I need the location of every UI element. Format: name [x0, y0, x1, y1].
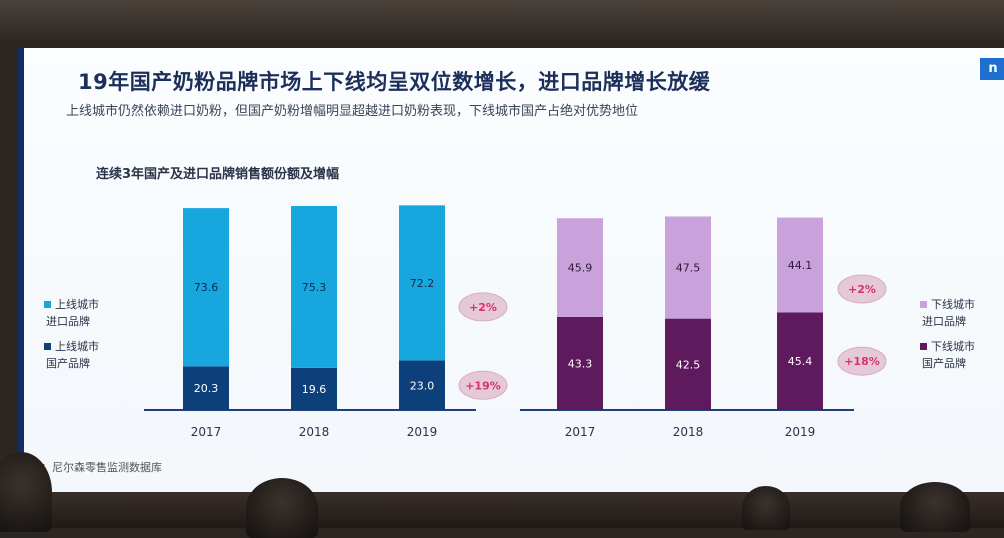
audience-head-right: [742, 486, 790, 530]
chart2-bar-domestic-2019: [777, 312, 823, 410]
chart1-x-tick-2018: 2018: [299, 425, 330, 439]
chart1-label-domestic-2019: 23.0: [410, 379, 435, 392]
chart2-bar-domestic-2018: [665, 318, 711, 410]
chart2-legend-line1-imported: 下线城市: [931, 297, 975, 311]
chart2-growth-badge-text-domestic: +18%: [844, 355, 880, 368]
chart2-x-tick-2019: 2019: [785, 425, 816, 439]
chart2-growth-badge-text-imported: +2%: [848, 283, 876, 296]
chart2-bar-imported-2017: [557, 218, 603, 317]
chart1-legend-line2-imported: 进口品牌: [46, 314, 90, 328]
chart1-label-domestic-2018: 19.6: [302, 383, 327, 396]
chart2-legend-line2-domestic: 国产品牌: [922, 356, 966, 370]
chart2-x-tick-2018: 2018: [673, 425, 704, 439]
chart2-x-tick-2017: 2017: [565, 425, 596, 439]
chart1-legend-line1-imported: 上线城市: [55, 297, 99, 311]
chart1-label-imported-2017: 73.6: [194, 281, 219, 294]
chart-heading: 连续3年国产及进口品牌销售额份额及增幅: [96, 167, 340, 182]
slide-subtitle: 上线城市仍然依赖进口奶粉，但国产奶粉增幅明显超越进口奶粉表现，下线城市国产占绝对…: [66, 104, 639, 119]
chart1-bar-domestic-2019: [399, 360, 445, 410]
chart2-label-imported-2018: 47.5: [676, 262, 701, 275]
chart1-growth-badge-text-imported: +2%: [469, 301, 497, 314]
chart2-label-domestic-2017: 43.3: [568, 357, 593, 370]
chart1-growth-badge-text-domestic: +19%: [465, 379, 501, 392]
chart1-x-tick-2017: 2017: [191, 425, 222, 439]
chart2-growth-badge-imported: [837, 274, 887, 304]
audience-area: [0, 492, 1004, 528]
audience-head-far-right: [900, 482, 970, 532]
chart1-growth-badge-domestic: [458, 370, 508, 400]
chart1-bar-imported-2019: [399, 205, 445, 361]
slide-title: 19年国产奶粉品牌市场上下线均呈双位数增长，进口品牌增长放缓: [78, 70, 711, 94]
chart1-bar-domestic-2017: [183, 366, 229, 410]
audience-head-center: [246, 478, 318, 538]
chart2-label-domestic-2019: 45.4: [788, 355, 813, 368]
room-ceiling: [0, 0, 1004, 40]
chart1-x-tick-2019: 2019: [407, 425, 438, 439]
audience-head-left: [0, 452, 52, 532]
nielsen-logo: n: [980, 58, 1004, 80]
chart1-bar-domestic-2018: [291, 367, 337, 410]
chart2-bar-domestic-2017: [557, 316, 603, 410]
chart2-bar-imported-2019: [777, 217, 823, 313]
chart1-legend-swatch-imported: [44, 301, 51, 308]
data-source-note: 源：尼尔森零售监测数据库: [30, 461, 162, 474]
chart2-legend-swatch-domestic: [920, 343, 927, 350]
chart2-bar-imported-2018: [665, 216, 711, 319]
stacked-bar-charts: 20.3 73.6 2017 19.6 75.3 2018 23.0 72.2 2019 +2% +…: [44, 205, 975, 439]
chart2-growth-badge-domestic: [837, 346, 887, 376]
chart2-legend-swatch-imported: [920, 301, 927, 308]
chart1-label-imported-2018: 75.3: [302, 281, 327, 294]
chart2-label-domestic-2018: 42.5: [676, 358, 701, 371]
chart2-legend-line2-imported: 进口品牌: [922, 314, 966, 328]
chart1-label-imported-2019: 72.2: [410, 277, 435, 290]
presentation-slide: n 19年国产奶粉品牌市场上下线均呈双位数增长，进口品牌增长放缓 上线城市仍然依…: [18, 48, 1004, 500]
chart1-legend-swatch-domestic: [44, 343, 51, 350]
chart1-legend-line1-domestic: 上线城市: [55, 339, 99, 353]
chart2-label-imported-2017: 45.9: [568, 262, 593, 275]
chart1-growth-badge-imported: [458, 292, 508, 322]
chart1-label-domestic-2017: 20.3: [194, 382, 219, 395]
chart2-label-imported-2019: 44.1: [788, 259, 813, 272]
chart1-bar-imported-2017: [183, 208, 229, 367]
chart2-legend-line1-domestic: 下线城市: [931, 339, 975, 353]
chart1-bar-imported-2018: [291, 205, 337, 368]
chart1-legend-line2-domestic: 国产品牌: [46, 356, 90, 370]
